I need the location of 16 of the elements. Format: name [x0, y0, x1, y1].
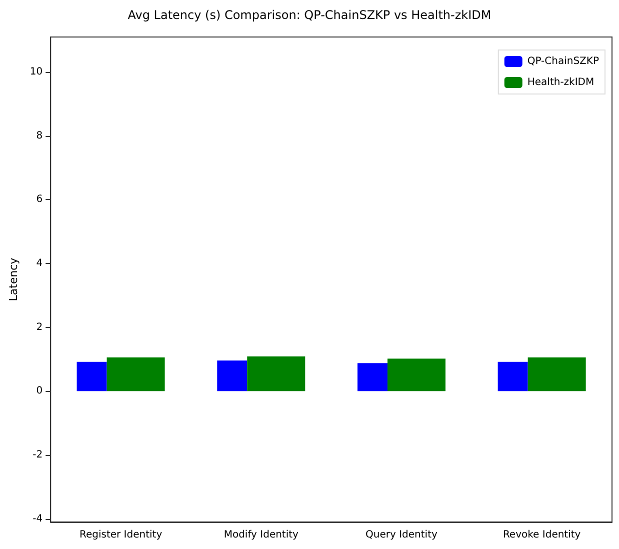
y-tick-label: 0: [36, 386, 43, 397]
x-tick-label: Query Identity: [366, 530, 438, 540]
y-tick-label: 6: [36, 194, 43, 206]
chart-title: Avg Latency (s) Comparison: QP-ChainSZKP vs Health-zkIDM: [128, 8, 492, 22]
x-tick-label: Modify Identity: [224, 530, 299, 540]
legend-label: Health-zkIDM: [527, 77, 594, 88]
y-tick-label: 2: [36, 322, 43, 333]
x-tick-label: Register Identity: [79, 530, 162, 540]
legend-label: QP-ChainSZKP: [527, 56, 599, 67]
y-tick-label: 10: [30, 66, 43, 78]
x-tick-label: Revoke Identity: [502, 530, 581, 540]
y-axis-title: Latency: [7, 257, 20, 302]
y-tick-label: 4: [36, 258, 43, 270]
y-tick-label: -2: [32, 449, 43, 460]
y-tick-label: -4: [32, 513, 43, 524]
y-tick-label: 8: [36, 130, 43, 142]
